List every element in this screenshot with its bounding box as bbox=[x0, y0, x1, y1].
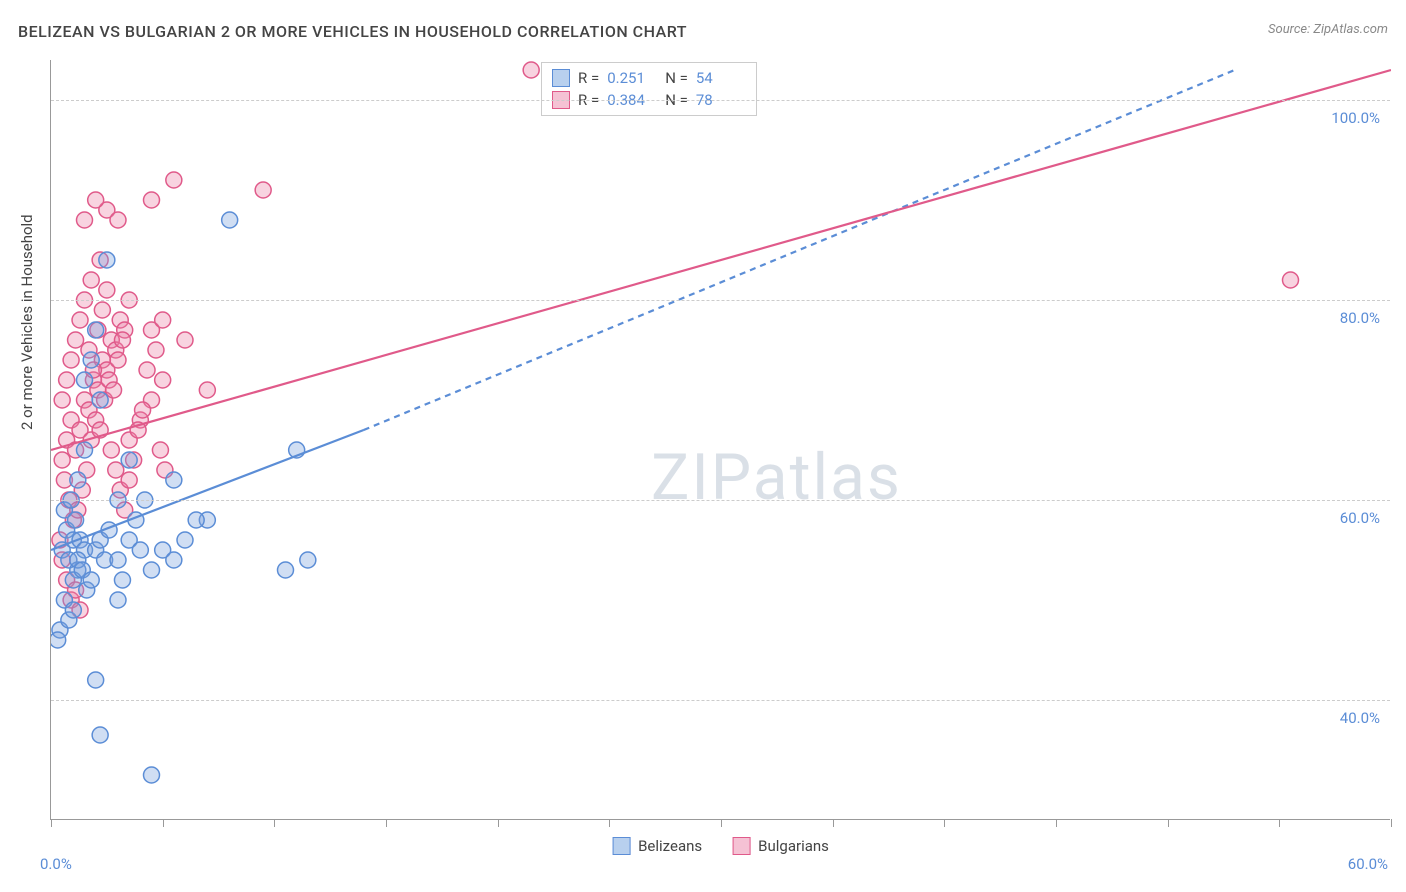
x-tick bbox=[1056, 819, 1057, 827]
source-attribution: Source: ZipAtlas.com bbox=[1268, 22, 1388, 37]
chart-title: BELIZEAN VS BULGARIAN 2 OR MORE VEHICLES… bbox=[18, 22, 687, 41]
x-tick-label-min: 0.0% bbox=[40, 855, 72, 873]
y-tick-label: 80.0% bbox=[1340, 309, 1380, 327]
x-tick bbox=[498, 819, 499, 827]
belizeans-label: Belizeans bbox=[638, 837, 702, 855]
y-tick-label: 100.0% bbox=[1331, 109, 1380, 127]
x-tick bbox=[1168, 819, 1169, 827]
x-tick bbox=[721, 819, 722, 827]
belizeans-swatch bbox=[552, 69, 570, 87]
bulgarians-swatch bbox=[732, 837, 750, 855]
grid-line bbox=[51, 500, 1390, 501]
grid-line bbox=[51, 700, 1390, 701]
legend-item-belizeans: Belizeans bbox=[612, 837, 702, 855]
belizeans-n-value: 54 bbox=[696, 69, 746, 87]
x-tick-label-max: 60.0% bbox=[1348, 855, 1388, 873]
x-tick bbox=[1279, 819, 1280, 827]
bulgarians-label: Bulgarians bbox=[758, 837, 829, 855]
x-tick bbox=[163, 819, 164, 827]
grid-line bbox=[51, 300, 1390, 301]
chart-svg bbox=[51, 60, 1391, 820]
n-label: N = bbox=[665, 69, 688, 87]
x-tick bbox=[609, 819, 610, 827]
belizeans-r-value: 0.251 bbox=[607, 69, 657, 87]
grid-line bbox=[51, 100, 1390, 101]
belizeans-swatch bbox=[612, 837, 630, 855]
x-tick bbox=[274, 819, 275, 827]
legend-item-bulgarians: Bulgarians bbox=[732, 837, 829, 855]
x-tick bbox=[51, 819, 52, 827]
x-tick bbox=[944, 819, 945, 827]
x-tick bbox=[833, 819, 834, 827]
r-label: R = bbox=[578, 69, 599, 87]
bottom-legend: Belizeans Bulgarians bbox=[612, 837, 829, 855]
y-tick-label: 60.0% bbox=[1340, 509, 1380, 527]
stats-row-belizeans: R = 0.251 N = 54 bbox=[552, 67, 746, 89]
x-tick bbox=[386, 819, 387, 827]
x-tick bbox=[1391, 819, 1392, 827]
y-axis-label: 2 or more Vehicles in Household bbox=[18, 214, 36, 430]
y-tick-label: 40.0% bbox=[1340, 709, 1380, 727]
stats-legend: R = 0.251 N = 54 R = 0.384 N = 78 bbox=[541, 62, 757, 116]
plot-area: ZIPatlas R = 0.251 N = 54 R = 0.384 N = … bbox=[50, 60, 1390, 820]
